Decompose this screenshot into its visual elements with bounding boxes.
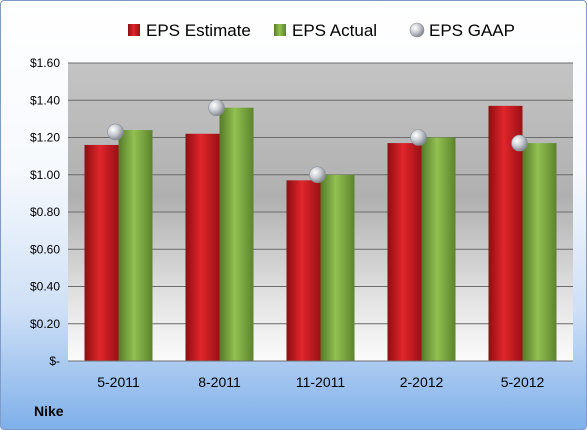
y-tick-label: $0.40	[30, 280, 60, 294]
bars	[84, 105, 557, 362]
y-tick-label: $-	[49, 354, 60, 368]
eps-estimate-bar	[185, 133, 220, 361]
eps-estimate-bar	[84, 144, 119, 361]
x-tick-label: 11-2011	[296, 374, 346, 390]
eps-gaap-marker	[309, 166, 326, 184]
eps-estimate-bar	[286, 180, 321, 361]
y-tick-label: $1.60	[30, 56, 60, 70]
legend-label: EPS Actual	[292, 21, 377, 40]
x-tick-label: 5-2012	[501, 374, 545, 390]
y-tick-label: $0.60	[30, 242, 60, 256]
gaap-markers	[107, 99, 528, 184]
y-tick-label: $0.20	[30, 317, 60, 331]
legend-label: EPS GAAP	[429, 21, 515, 40]
y-tick-label: $0.80	[30, 205, 60, 219]
eps-actual-bar	[118, 130, 153, 361]
eps-actual-bar	[320, 174, 355, 361]
legend-swatch-eps-gaap	[409, 22, 425, 38]
eps-actual-bar	[219, 107, 254, 361]
eps-estimate-bar	[387, 143, 422, 361]
x-tick-label: 8-2011	[198, 374, 241, 390]
eps-gaap-marker	[410, 129, 427, 146]
eps-actual-bar	[421, 137, 456, 361]
eps-gaap-marker	[511, 134, 528, 152]
y-tick-label: $1.00	[30, 168, 60, 182]
y-tick-label: $1.20	[30, 131, 60, 145]
legend: EPS Estimate EPS Actual EPS GAAP	[128, 21, 515, 40]
y-axis-tick-labels: $- $0.20 $0.40 $0.60 $0.80 $1.00 $1.20 $1.40 $1.…	[30, 56, 60, 368]
company-label: Nike	[34, 403, 64, 419]
x-axis-tick-labels: 5-2011 8-2011 11-2011 2-2012 5-2012	[97, 374, 544, 390]
legend-swatch-eps-actual	[274, 24, 286, 36]
x-tick-label: 5-2011	[97, 374, 140, 390]
eps-actual-bar	[522, 143, 557, 361]
legend-label: EPS Estimate	[146, 21, 251, 40]
eps-gaap-marker	[107, 123, 124, 141]
eps-gaap-marker	[208, 99, 225, 116]
x-tick-label: 2-2012	[400, 374, 444, 390]
y-tick-label: $1.40	[30, 93, 60, 107]
legend-swatch-eps-estimate	[128, 24, 140, 36]
